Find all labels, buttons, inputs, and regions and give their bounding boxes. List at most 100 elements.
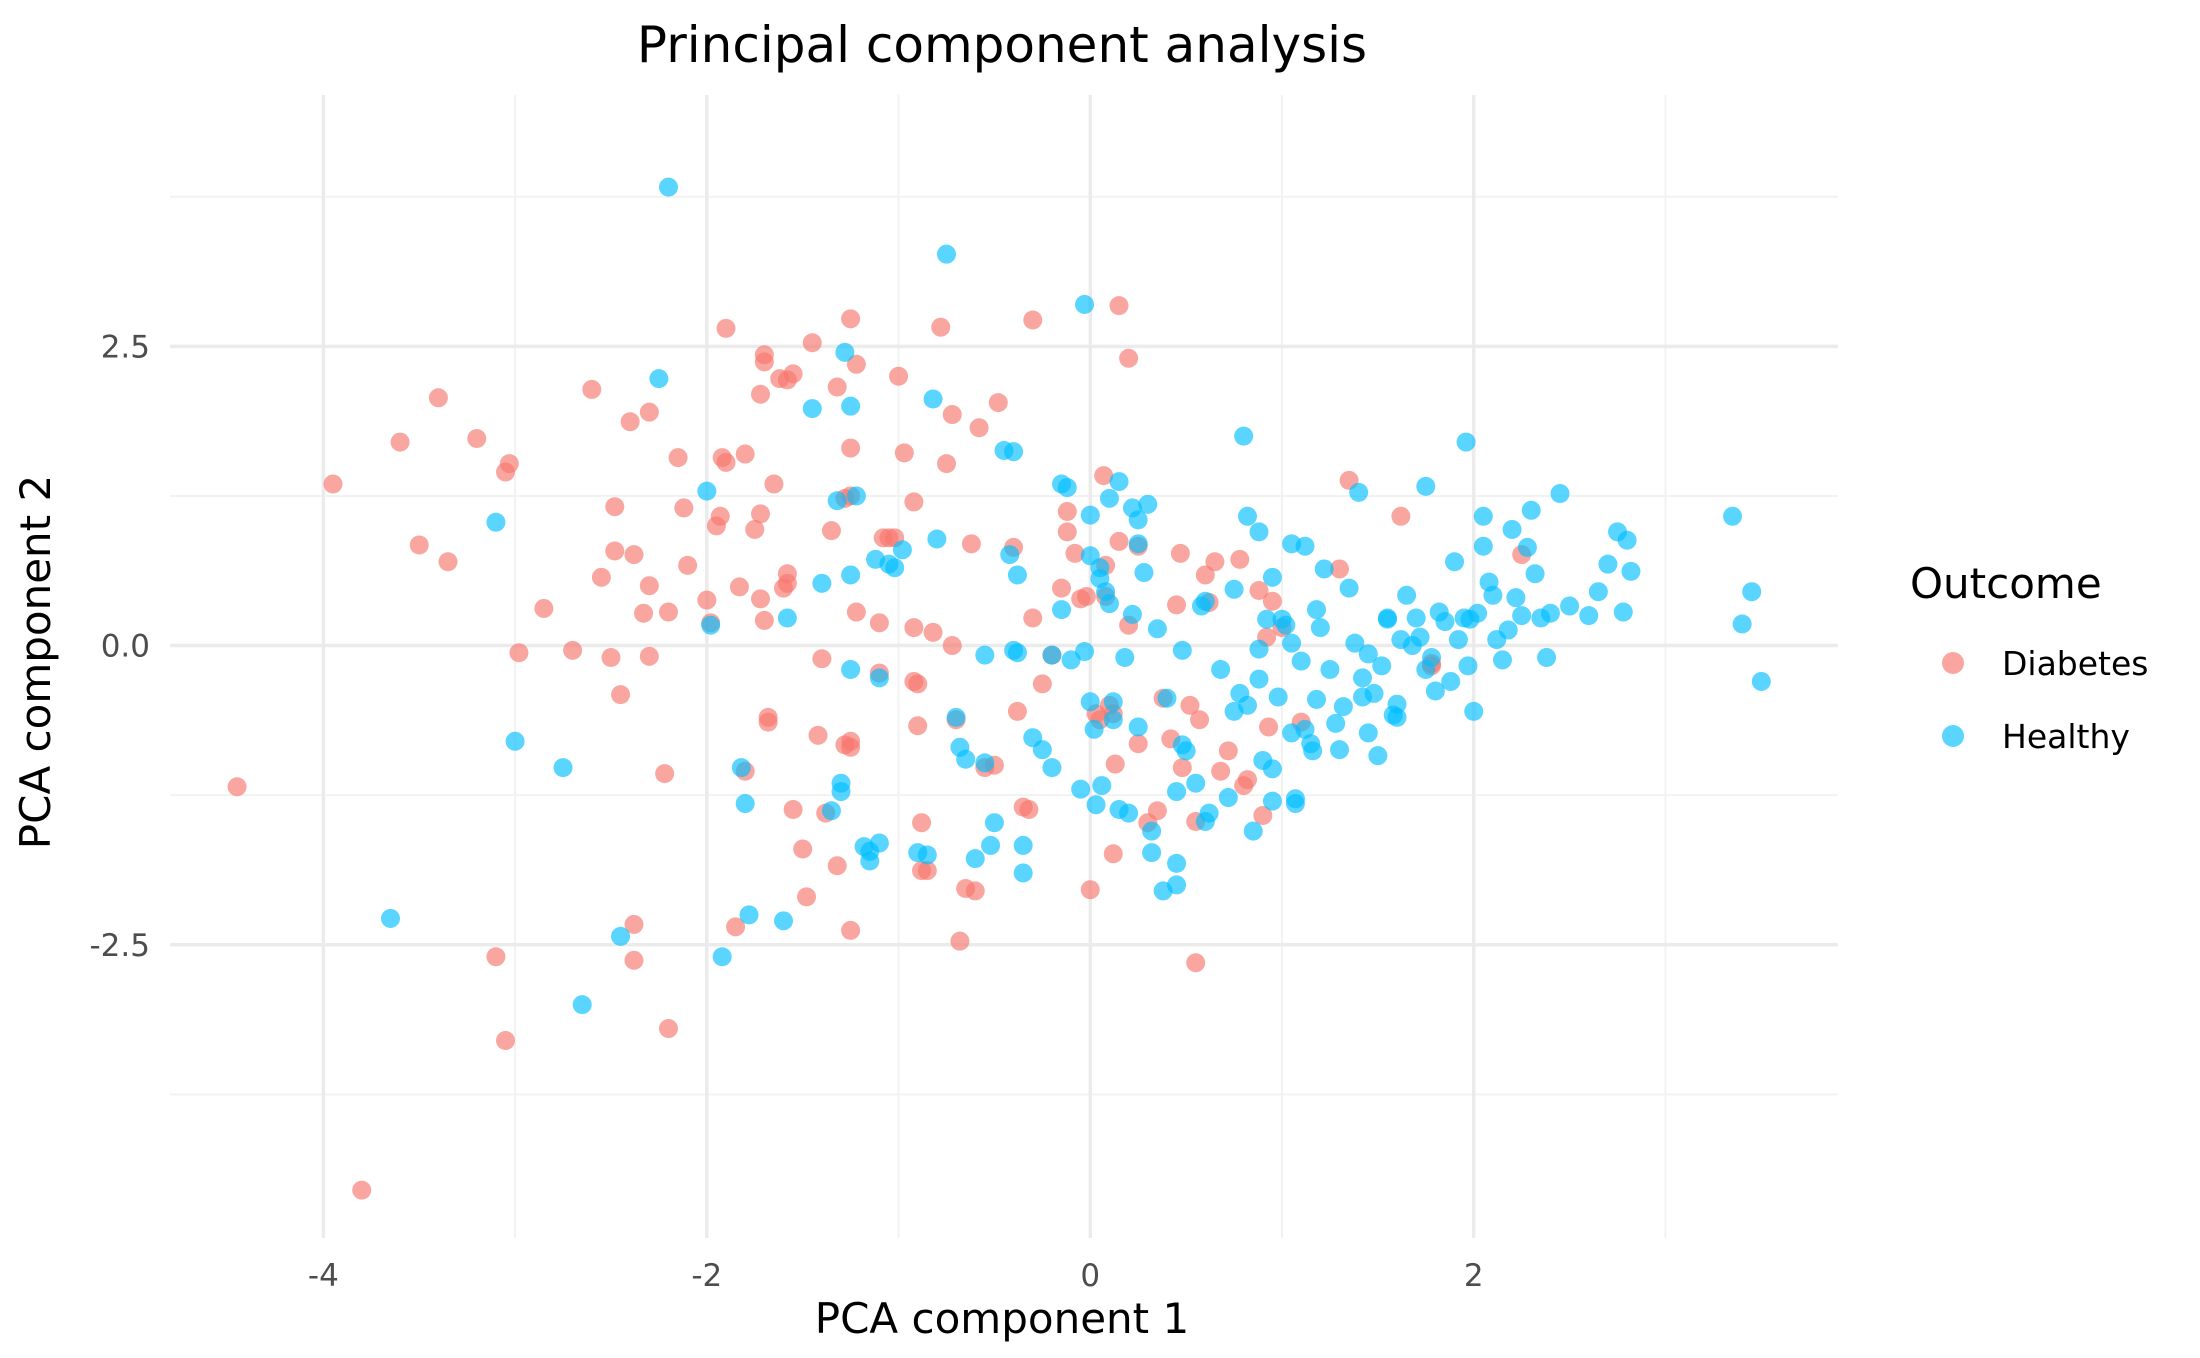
point-diabetes	[1249, 580, 1269, 600]
point-healthy	[1052, 600, 1072, 620]
point-healthy	[1307, 600, 1327, 620]
point-healthy	[1723, 506, 1743, 526]
point-healthy	[821, 801, 841, 821]
point-diabetes	[624, 914, 644, 934]
point-healthy	[1483, 585, 1503, 605]
point-healthy	[1445, 552, 1465, 572]
point-diabetes	[639, 576, 659, 596]
point-healthy	[1353, 668, 1373, 688]
point-healthy	[1473, 506, 1493, 526]
point-diabetes	[486, 947, 506, 967]
point-healthy	[802, 399, 822, 419]
point-healthy	[1142, 843, 1162, 863]
point-healthy	[965, 849, 985, 869]
point-diabetes	[1023, 608, 1043, 628]
point-diabetes	[827, 377, 847, 397]
point-healthy	[1211, 659, 1231, 679]
point-diabetes	[1109, 296, 1129, 316]
point-healthy	[927, 529, 947, 549]
point-diabetes	[1080, 880, 1100, 900]
point-healthy	[1128, 510, 1148, 530]
y-axis-ticks: -2.5 0.0 2.5	[90, 329, 151, 963]
point-healthy	[1588, 582, 1608, 602]
point-diabetes	[1023, 310, 1043, 330]
point-healthy	[1128, 717, 1148, 737]
point-healthy	[1262, 791, 1282, 811]
point-healthy	[1422, 648, 1442, 668]
point-healthy	[1071, 779, 1091, 799]
point-healthy	[380, 908, 400, 928]
point-diabetes	[793, 839, 813, 859]
point-diabetes	[668, 448, 688, 468]
point-healthy	[1345, 633, 1365, 653]
point-diabetes	[1128, 734, 1148, 754]
point-diabetes	[751, 504, 771, 524]
point-diabetes	[658, 602, 678, 622]
point-diabetes	[1103, 844, 1123, 864]
point-healthy	[1243, 821, 1263, 841]
point-healthy	[1464, 701, 1484, 721]
point-diabetes	[509, 643, 529, 663]
point-healthy	[831, 773, 851, 793]
point-healthy	[1512, 606, 1532, 626]
point-diabetes	[496, 1031, 516, 1051]
point-diabetes	[841, 920, 861, 940]
point-healthy	[1295, 536, 1315, 556]
point-healthy	[1142, 821, 1162, 841]
point-healthy	[1502, 519, 1522, 539]
point-diabetes	[1170, 543, 1190, 563]
point-healthy	[1416, 476, 1436, 496]
point-diabetes	[227, 777, 247, 797]
point-healthy	[1134, 563, 1154, 583]
point-diabetes	[745, 519, 765, 539]
point-healthy	[1084, 719, 1104, 739]
point-healthy	[1138, 494, 1158, 514]
point-healthy	[841, 565, 861, 585]
point-healthy	[846, 486, 866, 506]
point-healthy	[1195, 591, 1215, 611]
point-healthy	[1004, 442, 1024, 462]
point-healthy	[1103, 710, 1123, 730]
point-diabetes	[624, 545, 644, 565]
point-healthy	[1406, 608, 1426, 628]
y-axis-title: PCA component 2	[11, 475, 60, 849]
point-diabetes	[917, 861, 937, 881]
point-diabetes	[563, 640, 583, 660]
x-tick-label: -4	[308, 1258, 339, 1294]
point-healthy	[1295, 719, 1315, 739]
point-diabetes	[754, 345, 774, 365]
point-healthy	[1598, 554, 1618, 574]
point-healthy	[1042, 645, 1062, 665]
point-diabetes	[841, 737, 861, 757]
point-diabetes	[605, 541, 625, 561]
point-diabetes	[428, 388, 448, 408]
legend-label-diabetes: Diabetes	[2002, 644, 2149, 683]
point-healthy	[1358, 723, 1378, 743]
point-diabetes	[1253, 806, 1273, 826]
point-diabetes	[409, 535, 429, 555]
point-healthy	[1303, 741, 1323, 761]
point-healthy	[1122, 604, 1142, 624]
point-diabetes	[1147, 801, 1167, 821]
point-healthy	[946, 707, 966, 727]
point-healthy	[1167, 782, 1187, 802]
point-healthy	[1291, 651, 1311, 671]
y-tick-label: 2.5	[101, 329, 150, 365]
point-diabetes	[582, 379, 602, 399]
point-diabetes	[323, 474, 343, 494]
point-diabetes	[751, 384, 771, 404]
data-points	[227, 177, 1771, 1200]
point-diabetes	[802, 333, 822, 353]
point-healthy	[1234, 426, 1254, 446]
point-healthy	[1387, 694, 1407, 714]
point-healthy	[1617, 530, 1637, 550]
point-diabetes	[894, 443, 914, 463]
point-diabetes	[605, 497, 625, 517]
point-healthy	[1320, 659, 1340, 679]
point-healthy	[1249, 639, 1269, 659]
point-diabetes	[783, 364, 803, 384]
point-diabetes	[1065, 543, 1085, 563]
point-diabetes	[601, 648, 621, 668]
point-diabetes	[1032, 674, 1052, 694]
point-healthy	[1147, 619, 1167, 639]
